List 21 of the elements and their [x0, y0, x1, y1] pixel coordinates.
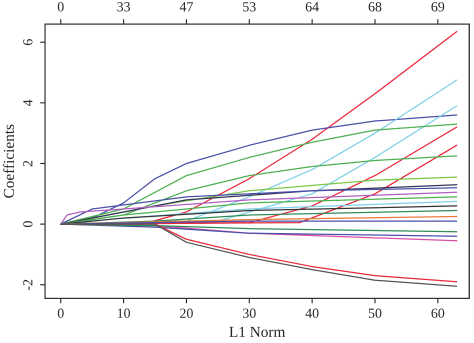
text: 64 — [306, 2, 319, 12]
x-tick-label: 50 — [368, 308, 382, 318]
x-axis-title: L1 Norm — [229, 326, 286, 338]
x-tick-label: 30 — [243, 308, 256, 318]
x-tick-label: 0 — [58, 308, 64, 318]
text: 68 — [368, 2, 382, 12]
y-tick-label: -2 — [23, 280, 32, 290]
y-tick-label: 6 — [23, 39, 32, 46]
x-tick-label: 60 — [431, 308, 444, 318]
y-tick-label: 2 — [23, 160, 32, 166]
y-tick-label: 0 — [23, 221, 32, 228]
text: 47 — [180, 2, 193, 12]
x-tick-label: 20 — [180, 308, 193, 318]
y-axis-title: Coefficients — [3, 124, 14, 198]
text: 53 — [243, 2, 256, 12]
x-tick-label: 10 — [118, 308, 130, 318]
y-tick-label: 4 — [23, 100, 32, 106]
text: 0 — [58, 2, 64, 12]
text: 69 — [431, 2, 444, 12]
text: 33 — [117, 2, 130, 12]
x-tick-label: 40 — [305, 308, 319, 318]
